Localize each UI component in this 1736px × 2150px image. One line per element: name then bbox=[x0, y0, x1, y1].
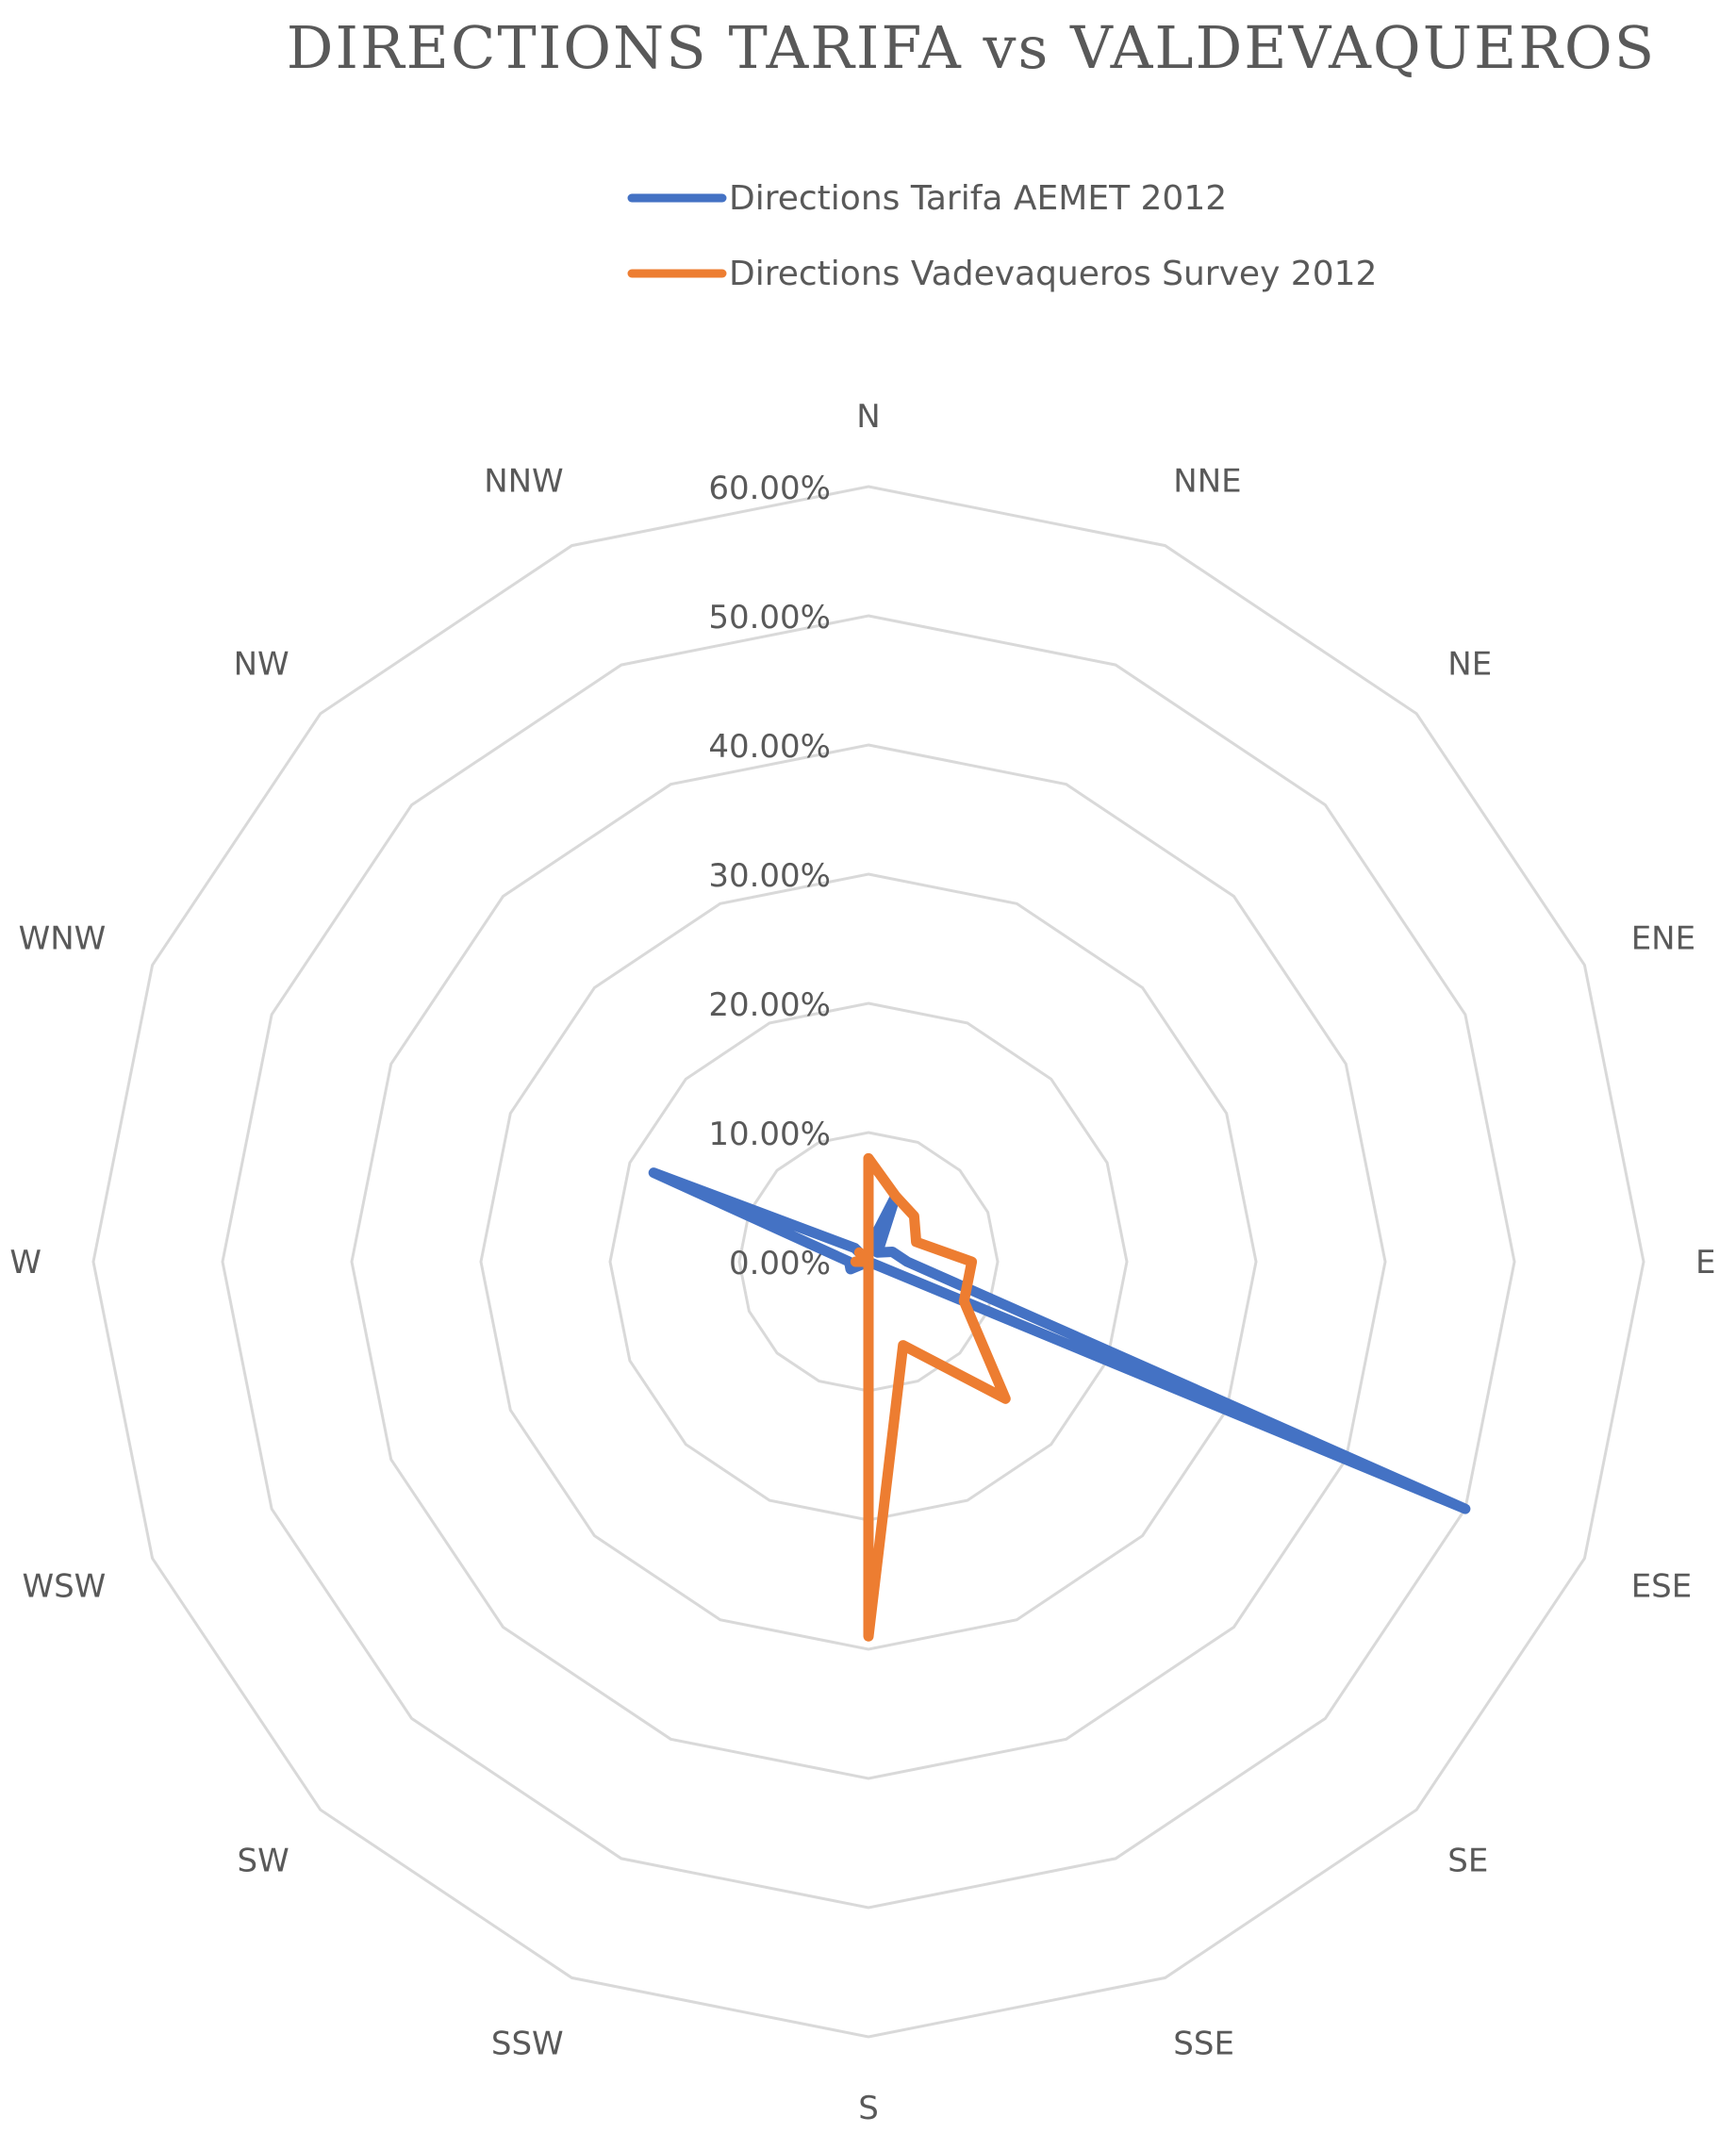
grid-ring-4 bbox=[350, 743, 1387, 1780]
data-point-tarifa-wsw bbox=[850, 1267, 851, 1270]
data-point-valdevaqueros-ese bbox=[963, 1299, 966, 1302]
direction-label-ssw: SSW bbox=[491, 2026, 564, 2063]
direction-label-w: W bbox=[9, 1244, 41, 1282]
legend-item-tarifa: Directions Tarifa AEMET 2012 bbox=[627, 179, 1227, 218]
data-point-tarifa-ne bbox=[876, 1251, 879, 1254]
direction-label-sse: SSE bbox=[1173, 2026, 1234, 2063]
direction-label-ese: ESE bbox=[1631, 1567, 1693, 1605]
series-tarifa bbox=[648, 1167, 1471, 1514]
data-point-valdevaqueros-nne bbox=[894, 1195, 897, 1198]
data-point-valdevaqueros-sse bbox=[901, 1344, 904, 1347]
direction-label-e: E bbox=[1695, 1244, 1715, 1282]
radial-tick-label: 30.00% bbox=[708, 857, 831, 895]
radial-tick-label: 10.00% bbox=[708, 1116, 831, 1153]
data-point-tarifa-w bbox=[848, 1261, 851, 1263]
chart-title: DIRECTIONS TARIFA vs VALDEVAQUEROS bbox=[287, 13, 1656, 82]
direction-label-wnw: WNW bbox=[19, 920, 107, 958]
direction-label-se: SE bbox=[1447, 1842, 1488, 1879]
legend-label-tarifa: Directions Tarifa AEMET 2012 bbox=[729, 179, 1227, 218]
direction-label-nnw: NNW bbox=[484, 462, 564, 500]
series-valdevaqueros bbox=[850, 1152, 1011, 1642]
direction-label-ene: ENE bbox=[1631, 920, 1695, 958]
direction-label-nw: NW bbox=[234, 646, 289, 684]
radial-tick-label: 20.00% bbox=[708, 986, 831, 1024]
direction-label-s: S bbox=[858, 2090, 879, 2127]
data-point-valdevaqueros-ne bbox=[913, 1215, 916, 1217]
direction-label-nne: NNE bbox=[1173, 462, 1241, 500]
series-line-tarifa bbox=[648, 1167, 1471, 1514]
data-point-tarifa-wnw bbox=[653, 1171, 655, 1174]
data-point-valdevaqueros-nw bbox=[858, 1251, 861, 1254]
radar-grid bbox=[91, 485, 1645, 2039]
data-point-valdevaqueros-e bbox=[970, 1261, 973, 1263]
data-point-tarifa-ene bbox=[891, 1250, 894, 1253]
data-point-tarifa-ese bbox=[1463, 1508, 1466, 1511]
direction-label-n: N bbox=[856, 398, 880, 436]
radial-tick-label: 60.00% bbox=[708, 470, 831, 507]
grid-ring-6 bbox=[91, 485, 1645, 2039]
legend-item-valdevaqueros: Directions Vadevaqueros Survey 2012 bbox=[627, 255, 1377, 293]
data-point-valdevaqueros-n bbox=[868, 1157, 869, 1160]
data-point-valdevaqueros-w bbox=[854, 1261, 857, 1263]
data-point-valdevaqueros-s bbox=[868, 1635, 869, 1638]
radial-tick-label: 40.00% bbox=[708, 728, 831, 766]
data-point-tarifa-nw bbox=[853, 1247, 856, 1249]
grid-ring-5 bbox=[221, 614, 1516, 1910]
radial-tick-label: 50.00% bbox=[708, 599, 831, 637]
direction-label-wsw: WSW bbox=[22, 1567, 106, 1605]
data-point-valdevaqueros-nnw bbox=[868, 1261, 869, 1263]
radial-tick-labels: 0.00%10.00%20.00%30.00%40.00%50.00%60.00… bbox=[708, 470, 831, 1282]
data-point-valdevaqueros-se bbox=[1004, 1398, 1007, 1400]
legend: Directions Tarifa AEMET 2012 Directions … bbox=[627, 179, 1377, 293]
data-series bbox=[648, 1152, 1471, 1642]
data-point-valdevaqueros-ene bbox=[915, 1241, 918, 1243]
direction-labels: N NNE NE ENE E ESE SE SSE S SSW SW WSW W WNW NW NNW bbox=[9, 398, 1715, 2127]
grid-ring-3 bbox=[479, 872, 1258, 1651]
direction-label-sw: SW bbox=[237, 1842, 289, 1879]
direction-label-ne: NE bbox=[1447, 646, 1492, 684]
data-point-tarifa-e bbox=[906, 1261, 909, 1263]
legend-label-valdevaqueros: Directions Vadevaqueros Survey 2012 bbox=[729, 255, 1377, 293]
